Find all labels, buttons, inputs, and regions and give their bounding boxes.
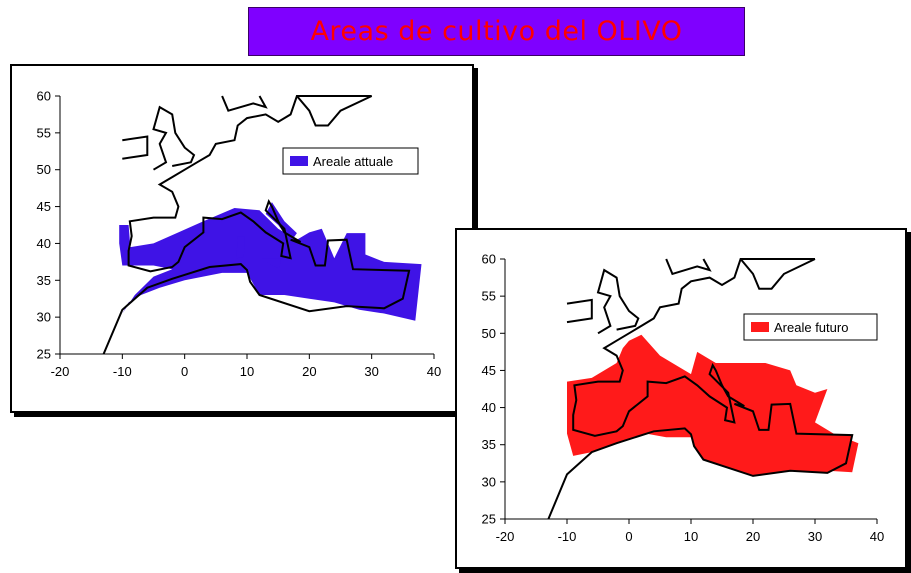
coastline (547, 258, 854, 520)
legend-label: Areale futuro (774, 320, 848, 335)
coastline (596, 268, 640, 335)
x-tick-label: 30 (364, 364, 378, 379)
y-tick-label: 55 (482, 289, 496, 304)
coastline (221, 95, 268, 112)
y-tick-label: 25 (37, 347, 51, 362)
page-title: Areas de cultivo del OLIVO (310, 16, 683, 47)
chart-panel-future: 25 30 35 40 45 50 55 60 -20 -10 0 10 20 30 40 Areale fu… (455, 228, 907, 569)
y-tick-label: 25 (482, 512, 496, 527)
x-tick-label: 40 (870, 529, 884, 544)
y-tick-label: 50 (482, 326, 496, 341)
chart-current-area: 25 30 35 40 45 50 55 60 -20 -10 0 10 20 30 40 Areale at… (37, 89, 442, 380)
cultivation-region (706, 422, 726, 433)
coastline (665, 258, 712, 276)
y-tick-label: 45 (37, 199, 51, 214)
x-tick-label: 10 (684, 529, 698, 544)
cultivation-region (262, 258, 282, 269)
x-tick-label: -10 (113, 364, 132, 379)
cultivation-region (680, 400, 689, 423)
x-tick-label: 0 (625, 529, 632, 544)
y-tick-label: 45 (482, 363, 496, 378)
legend-swatch (290, 156, 308, 166)
coastline (296, 95, 373, 127)
y-tick-label: 60 (482, 252, 496, 267)
x-tick-label: -20 (51, 364, 70, 379)
y-tick-label: 40 (37, 236, 51, 251)
title-banner: Areas de cultivo del OLIVO (248, 7, 745, 56)
legend-label: Areale attuale (313, 154, 393, 169)
x-tick-label: 20 (302, 364, 316, 379)
x-tick-label: 40 (427, 364, 441, 379)
y-tick-label: 40 (482, 400, 496, 415)
coastline (102, 95, 411, 355)
y-tick-label: 35 (37, 273, 51, 288)
legend-swatch (751, 322, 769, 332)
cultivation-region (236, 236, 245, 259)
y-tick-label: 30 (482, 474, 496, 489)
cultivation-region (567, 334, 859, 476)
chart-panel-current: 25 30 35 40 45 50 55 60 -20 -10 0 10 20 30 40 Areale at… (10, 64, 474, 413)
y-tick-label: 50 (37, 162, 51, 177)
coastline (122, 135, 149, 160)
y-tick-label: 35 (482, 437, 496, 452)
cultivation-region (119, 208, 422, 321)
x-tick-label: -10 (558, 529, 577, 544)
y-tick-label: 55 (37, 125, 51, 140)
coastline (566, 298, 593, 324)
x-tick-label: 10 (240, 364, 254, 379)
coastline (152, 105, 196, 171)
x-tick-label: 0 (181, 364, 188, 379)
x-tick-label: -20 (496, 529, 515, 544)
x-tick-label: 20 (746, 529, 760, 544)
y-tick-label: 60 (37, 89, 51, 104)
x-tick-label: 30 (808, 529, 822, 544)
coastline (739, 258, 816, 290)
chart-future-area: 25 30 35 40 45 50 55 60 -20 -10 0 10 20 30 40 Areale fu… (482, 252, 885, 545)
y-tick-label: 30 (37, 310, 51, 325)
